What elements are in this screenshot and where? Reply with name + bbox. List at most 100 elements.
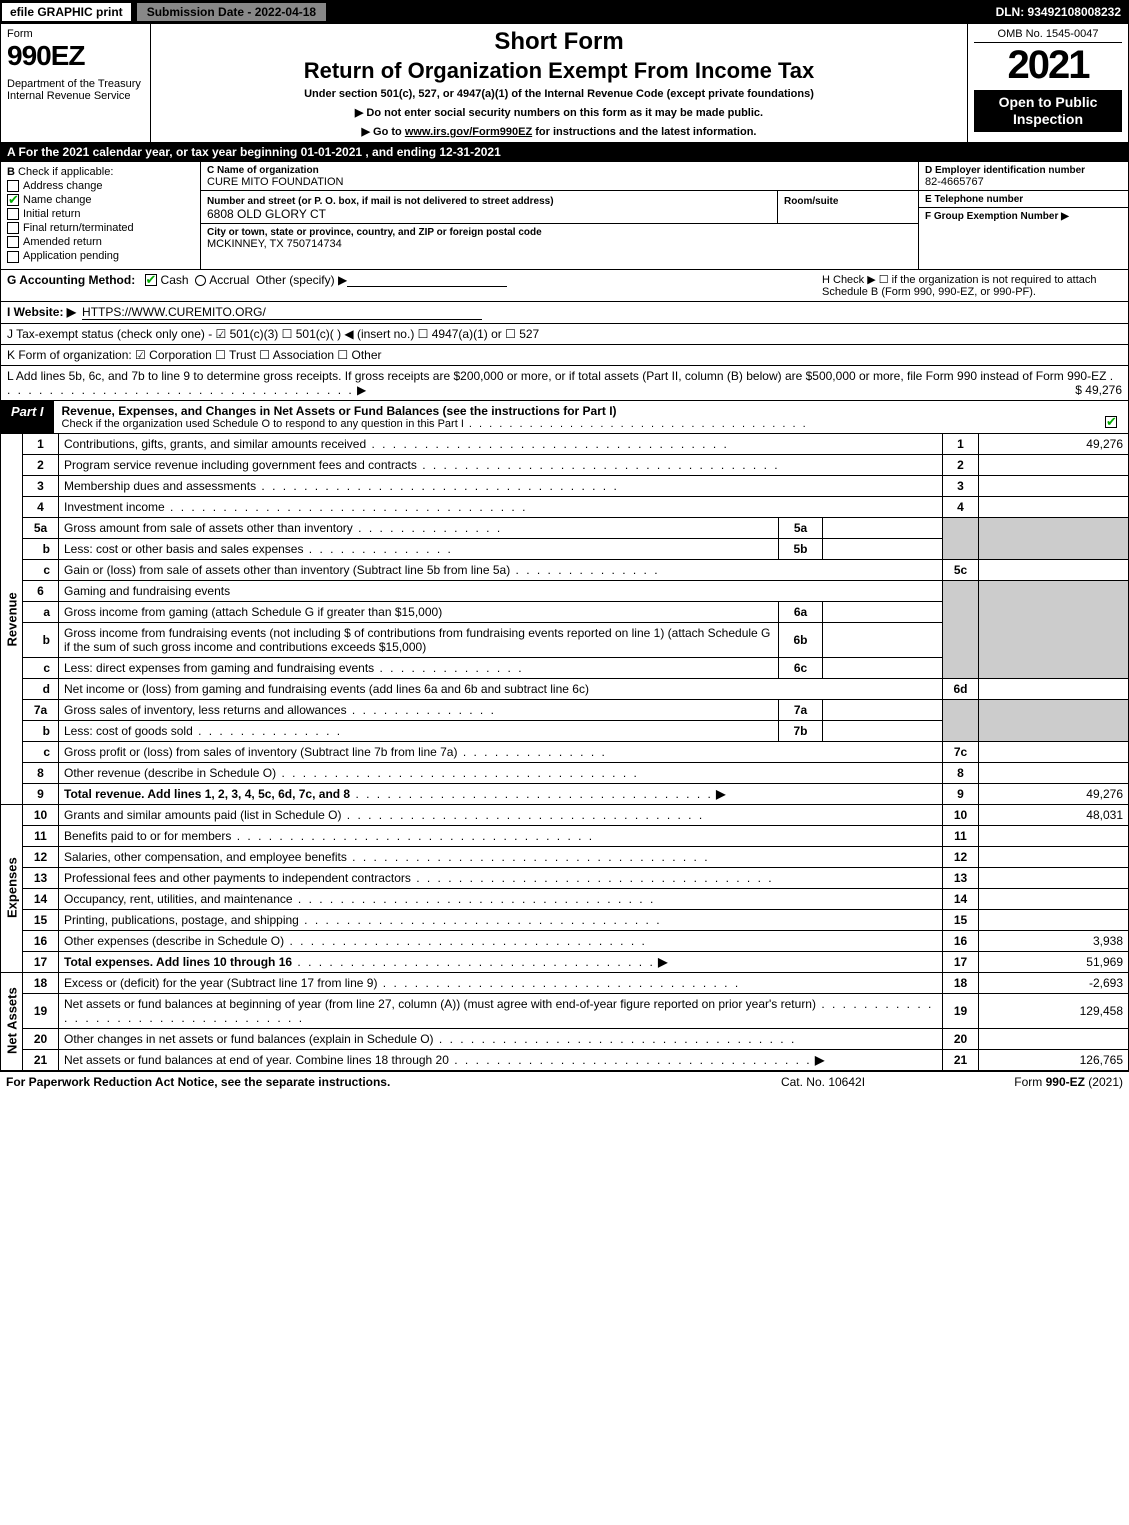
line-17: 17 Total expenses. Add lines 10 through … — [1, 951, 1129, 972]
chk-final-return[interactable]: Final return/terminated — [7, 222, 194, 234]
line-4: 4 Investment income 4 — [1, 496, 1129, 517]
l5c-desc: Gain or (loss) from sale of assets other… — [64, 563, 510, 577]
l16-amt: 3,938 — [979, 930, 1129, 951]
footer-right: Form 990-EZ (2021) — [923, 1075, 1123, 1089]
l5c-rnum: 5c — [943, 559, 979, 580]
l6b-boxval — [823, 622, 943, 657]
l16-desc: Other expenses (describe in Schedule O) — [64, 934, 284, 948]
l19-num: 19 — [23, 993, 59, 1028]
top-bar: efile GRAPHIC print Submission Date - 20… — [0, 0, 1129, 24]
l15-desc: Printing, publications, postage, and shi… — [64, 913, 299, 927]
l7b-num: b — [23, 720, 59, 741]
l8-num: 8 — [23, 762, 59, 783]
footer-center: Cat. No. 10642I — [723, 1075, 923, 1089]
submission-date: Submission Date - 2022-04-18 — [137, 3, 326, 21]
l10-num: 10 — [23, 804, 59, 825]
l20-desc: Other changes in net assets or fund bala… — [64, 1032, 434, 1046]
l6a-box: 6a — [779, 601, 823, 622]
line-7a: 7a Gross sales of inventory, less return… — [1, 699, 1129, 720]
netassets-vlabel: Net Assets — [1, 972, 23, 1070]
part-i-title: Revenue, Expenses, and Changes in Net As… — [62, 404, 617, 418]
l17-rnum: 17 — [943, 951, 979, 972]
row-h: H Check ▶ ☐ if the organization is not r… — [822, 273, 1122, 298]
l5b-box: 5b — [779, 538, 823, 559]
row-k: K Form of organization: ☑ Corporation ☐ … — [0, 345, 1129, 366]
chk-address-change[interactable]: Address change — [7, 180, 194, 192]
l21-desc: Net assets or fund balances at end of ye… — [64, 1053, 449, 1067]
l15-amt — [979, 909, 1129, 930]
line-14: 14 Occupancy, rent, utilities, and maint… — [1, 888, 1129, 909]
l11-amt — [979, 825, 1129, 846]
l18-amt: -2,693 — [979, 972, 1129, 993]
l20-amt — [979, 1028, 1129, 1049]
l6b-num: b — [23, 622, 59, 657]
g-other-input[interactable] — [347, 286, 507, 287]
chk-name-change[interactable]: Name change — [7, 194, 194, 206]
line-12: 12 Salaries, other compensation, and emp… — [1, 846, 1129, 867]
l3-rnum: 3 — [943, 475, 979, 496]
l12-desc: Salaries, other compensation, and employ… — [64, 850, 347, 864]
l5b-num: b — [23, 538, 59, 559]
org-name: CURE MITO FOUNDATION — [207, 176, 343, 188]
l8-desc: Other revenue (describe in Schedule O) — [64, 766, 276, 780]
g-cash-check[interactable] — [145, 274, 157, 286]
part-i-check[interactable] — [1105, 416, 1117, 428]
g-cash-label: Cash — [161, 273, 189, 287]
l7c-rnum: 7c — [943, 741, 979, 762]
l9-num: 9 — [23, 783, 59, 804]
l18-desc: Excess or (deficit) for the year (Subtra… — [64, 976, 377, 990]
form-word: Form — [7, 28, 144, 40]
chk-application-pending[interactable]: Application pending — [7, 250, 194, 262]
chk-name-change-label: Name change — [23, 194, 92, 206]
part-i-tag: Part I — [1, 401, 54, 433]
l1-num: 1 — [23, 434, 59, 455]
chk-initial-return[interactable]: Initial return — [7, 208, 194, 220]
line-15: 15 Printing, publications, postage, and … — [1, 909, 1129, 930]
l8-rnum: 8 — [943, 762, 979, 783]
section-c: C Name of organization CURE MITO FOUNDAT… — [201, 162, 918, 269]
l6d-amt — [979, 678, 1129, 699]
efile-label: efile GRAPHIC print — [2, 3, 131, 21]
l13-amt — [979, 867, 1129, 888]
l18-num: 18 — [23, 972, 59, 993]
l5a-boxval — [823, 517, 943, 538]
form-title: Return of Organization Exempt From Incom… — [159, 58, 959, 84]
chk-amended-return[interactable]: Amended return — [7, 236, 194, 248]
line-1: Revenue 1 Contributions, gifts, grants, … — [1, 434, 1129, 455]
g-accrual-label: Accrual — [209, 273, 249, 287]
g-accrual-check[interactable] — [195, 275, 206, 286]
l7a-boxval — [823, 699, 943, 720]
bullet-2-post: for instructions and the latest informat… — [532, 126, 756, 138]
line-7c: c Gross profit or (loss) from sales of i… — [1, 741, 1129, 762]
l2-amt — [979, 454, 1129, 475]
row-g-h: G Accounting Method: Cash Accrual Other … — [0, 270, 1129, 302]
l20-rnum: 20 — [943, 1028, 979, 1049]
l6a-num: a — [23, 601, 59, 622]
l20-num: 20 — [23, 1028, 59, 1049]
line-5a: 5a Gross amount from sale of assets othe… — [1, 517, 1129, 538]
l4-amt — [979, 496, 1129, 517]
l7a-num: 7a — [23, 699, 59, 720]
l6d-desc: Net income or (loss) from gaming and fun… — [59, 678, 943, 699]
line-13: 13 Professional fees and other payments … — [1, 867, 1129, 888]
bullet-2: ▶ Go to www.irs.gov/Form990EZ for instru… — [159, 125, 959, 138]
header-right: OMB No. 1545-0047 2021 Open to Public In… — [968, 24, 1128, 142]
org-city: MCKINNEY, TX 750714734 — [207, 238, 342, 250]
l13-desc: Professional fees and other payments to … — [64, 871, 411, 885]
l19-amt: 129,458 — [979, 993, 1129, 1028]
lines-table: Revenue 1 Contributions, gifts, grants, … — [0, 434, 1129, 1071]
l6d-rnum: 6d — [943, 678, 979, 699]
l17-desc: Total expenses. Add lines 10 through 16 — [64, 955, 292, 969]
l12-rnum: 12 — [943, 846, 979, 867]
line-8: 8 Other revenue (describe in Schedule O)… — [1, 762, 1129, 783]
l5c-amt — [979, 559, 1129, 580]
l14-num: 14 — [23, 888, 59, 909]
l6c-boxval — [823, 657, 943, 678]
line-21: 21 Net assets or fund balances at end of… — [1, 1049, 1129, 1070]
c-street-label: Number and street (or P. O. box, if mail… — [207, 196, 554, 207]
page-footer: For Paperwork Reduction Act Notice, see … — [0, 1071, 1129, 1092]
short-form-title: Short Form — [159, 28, 959, 56]
irs-link[interactable]: www.irs.gov/Form990EZ — [405, 126, 532, 138]
l4-rnum: 4 — [943, 496, 979, 517]
footer-right-pre: Form — [1014, 1075, 1045, 1089]
